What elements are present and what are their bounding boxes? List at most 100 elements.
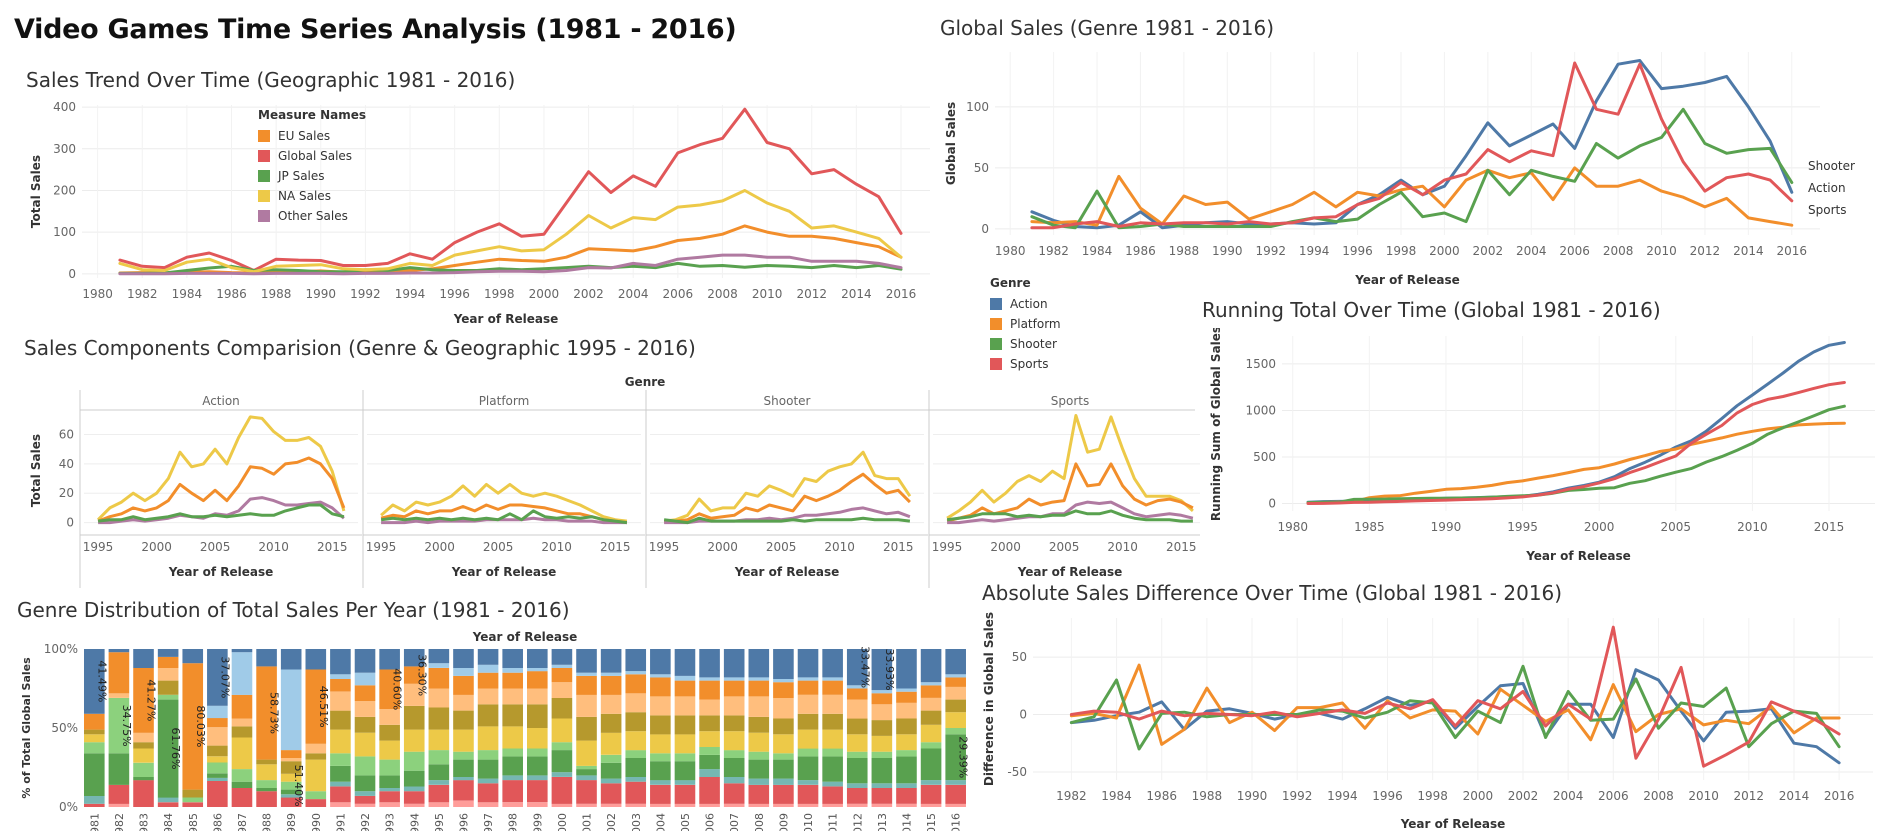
components-x-tick-label: 2010 xyxy=(824,540,855,554)
distribution-bar-segment-2014 xyxy=(896,688,917,692)
components-x-tick-label: 2000 xyxy=(141,540,172,554)
distribution-bar-segment-2005 xyxy=(674,649,696,676)
diff-y-axis-label: Difference in Global Sales xyxy=(982,612,996,786)
distribution-bar-segment-2006 xyxy=(699,754,720,770)
distribution-bar-segment-1995 xyxy=(428,663,450,668)
components-x-tick-label: 2015 xyxy=(883,540,914,554)
distribution-bar-segment-1998 xyxy=(502,704,523,727)
components-platform-series-eu-sales xyxy=(380,503,628,525)
distribution-bar-segment-2002 xyxy=(600,675,622,695)
running-y-tick-label: 0 xyxy=(1268,497,1276,511)
running-x-tick-label: 2005 xyxy=(1661,520,1692,534)
diff-x-tick-label: 2012 xyxy=(1734,789,1765,803)
legend-item-jp-sales[interactable]: JP Sales xyxy=(258,166,366,186)
distribution-bar-segment-2012 xyxy=(846,734,868,752)
geo-x-tick-label: 2012 xyxy=(796,287,827,301)
distribution-bar-segment-1987 xyxy=(231,788,253,807)
distribution-bar-segment-2012 xyxy=(846,699,868,719)
components-x-tick-label: 2010 xyxy=(1107,540,1138,554)
distribution-bar-segment-2002 xyxy=(600,803,622,807)
distribution-bar-segment-2010 xyxy=(797,677,819,681)
distribution-bar-segment-2008 xyxy=(748,680,770,697)
distribution-x-axis-label: Year of Release xyxy=(472,630,578,644)
distribution-bar-segment-1998 xyxy=(502,668,523,673)
distribution-bar-segment-1989 xyxy=(280,750,302,758)
genre-x-tick-label: 1996 xyxy=(1342,244,1373,258)
distribution-bar-segment-1988 xyxy=(256,780,277,788)
distribution-bar-segment-2007 xyxy=(723,803,745,807)
distribution-bar-segment-2008 xyxy=(748,759,770,779)
distribution-bar-segment-1999 xyxy=(527,668,548,672)
genre-x-tick-label: 1984 xyxy=(1082,244,1113,258)
distribution-bar-segment-1981 xyxy=(84,649,105,714)
legend-item-other-sales[interactable]: Other Sales xyxy=(258,206,366,226)
geo-x-tick-label: 1992 xyxy=(350,287,381,301)
legend-item-eu-sales[interactable]: EU Sales xyxy=(258,126,366,146)
distribution-bar-segment-1986 xyxy=(207,745,228,757)
distribution-bar-segment-1995 xyxy=(428,784,450,803)
distribution-bar-segment-1985 xyxy=(182,663,204,790)
components-shooter-series-eu-sales xyxy=(664,472,911,523)
components-sports-series-na-sales xyxy=(946,414,1194,520)
distribution-bar-segment-1997 xyxy=(477,750,499,760)
geo-x-tick-label: 1986 xyxy=(216,287,247,301)
distribution-bar-segment-2003 xyxy=(625,803,647,807)
distribution-bar-segment-1996 xyxy=(453,710,474,730)
distribution-bar-segment-1994 xyxy=(403,751,425,771)
distribution-bar-segment-2011 xyxy=(822,781,843,787)
legend-item-global-sales[interactable]: Global Sales xyxy=(258,146,366,166)
distribution-bar-segment-2007 xyxy=(723,758,745,777)
components-shooter-series-jp-sales xyxy=(663,516,911,525)
components-x-tick-label: 2000 xyxy=(707,540,738,554)
geo-x-tick-label: 2000 xyxy=(529,287,560,301)
legend-item-action[interactable]: Action xyxy=(990,294,1061,314)
diff-series-sports xyxy=(1069,625,1841,768)
genre-x-tick-label: 2002 xyxy=(1473,244,1504,258)
legend-item-sports[interactable]: Sports xyxy=(990,354,1061,374)
distribution-bar-segment-1995 xyxy=(428,729,450,751)
distribution-bar-segment-2003 xyxy=(625,781,647,804)
distribution-bar-segment-2013 xyxy=(871,751,893,758)
distribution-bar-segment-1997 xyxy=(477,778,499,784)
distribution-bar-segment-1991 xyxy=(330,753,351,766)
geo-x-tick-label: 1998 xyxy=(484,287,515,301)
distribution-x-tick-label: 2000 xyxy=(556,813,569,831)
geo-legend: Measure Names EU Sales Global Sales JP S… xyxy=(258,108,366,226)
distribution-x-tick-label: 1981 xyxy=(88,813,101,831)
distribution-bar-segment-2014 xyxy=(896,649,917,689)
legend-item-shooter[interactable]: Shooter xyxy=(990,334,1061,354)
legend-item-platform[interactable]: Platform xyxy=(990,314,1061,334)
distribution-bar-segment-1997 xyxy=(477,672,499,689)
distribution-bar-segment-1993 xyxy=(379,775,400,788)
distribution-bar-segment-1996 xyxy=(453,777,474,781)
na-sales-swatch xyxy=(258,190,270,202)
diff-x-tick-label: 2000 xyxy=(1463,789,1494,803)
distribution-bar-segment-2004 xyxy=(650,734,671,754)
legend-item-na-sales[interactable]: NA Sales xyxy=(258,186,366,206)
genre-y-tick-label: 0 xyxy=(981,222,989,236)
running-y-axis-label: Running Sum of Global Sales xyxy=(1209,328,1223,521)
distribution-bar-segment-1981 xyxy=(84,729,105,735)
distribution-x-tick-label: 1989 xyxy=(285,813,298,831)
distribution-bar-segment-2010 xyxy=(797,649,819,678)
distribution-bar-segment-2016 xyxy=(945,712,966,728)
distribution-x-tick-label: 1995 xyxy=(433,813,446,831)
distribution-bar-segment-1991 xyxy=(330,765,351,782)
geo-x-tick-label: 1984 xyxy=(172,287,203,301)
distribution-bar-segment-2010 xyxy=(797,713,819,730)
diff-series-shooter xyxy=(1069,664,1841,751)
components-facet-title-shooter: Shooter xyxy=(764,394,811,408)
distribution-bar-segment-2007 xyxy=(723,777,745,784)
distribution-bar-segment-1981 xyxy=(84,742,105,754)
distribution-x-tick-label: 2002 xyxy=(605,813,618,831)
distribution-bar-segment-2003 xyxy=(625,712,647,732)
distribution-bar-segment-2008 xyxy=(748,732,770,752)
distribution-data-label-1988: 58.73% xyxy=(268,692,281,734)
components-x-tick-label: 2005 xyxy=(483,540,514,554)
distribution-bar-segment-1986 xyxy=(207,780,228,807)
distribution-bar-segment-1986 xyxy=(207,777,228,781)
distribution-bar-segment-2007 xyxy=(723,649,745,678)
distribution-bar-segment-1987 xyxy=(231,769,253,782)
distribution-bar-segment-2015 xyxy=(920,685,942,698)
genre-x-tick-label: 2012 xyxy=(1690,244,1721,258)
